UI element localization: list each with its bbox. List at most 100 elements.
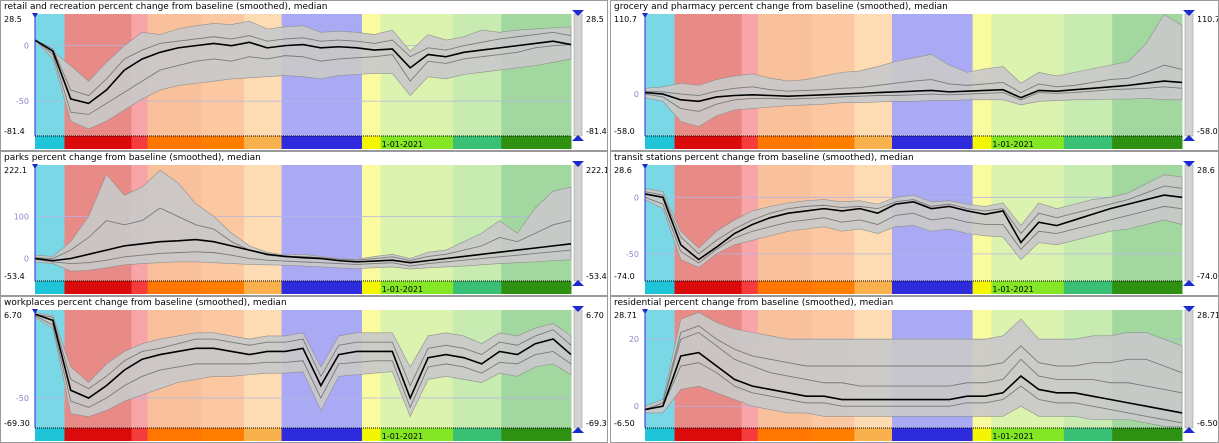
period-bar (854, 281, 893, 294)
median-line (644, 193, 1183, 261)
period-bar (201, 136, 245, 149)
y-max-label: 6.70 (4, 311, 22, 320)
period-bar (380, 281, 454, 294)
region-line (644, 331, 1183, 410)
period-bar (757, 281, 812, 294)
left-axis-marker (642, 309, 648, 314)
y-max-label: 222.1 (4, 166, 27, 175)
range-min-handle (572, 135, 584, 141)
range-slider-track (1184, 13, 1194, 137)
range-min-handle (1183, 280, 1195, 286)
y-min-label-right: -53.4 (586, 272, 607, 281)
range-slider-track (1184, 309, 1194, 429)
median-line (34, 238, 572, 264)
chart-svg-parks: 100 0 222.1 -53.4 222.1 -53.4 1-01-2021 (4, 161, 607, 294)
range-band (34, 312, 572, 418)
region-line (34, 31, 572, 97)
period-bar (361, 136, 382, 149)
period-bar (972, 136, 992, 149)
period-bar (972, 428, 992, 441)
range-max-handle (572, 306, 584, 312)
region-line (34, 207, 572, 262)
range-band (34, 169, 572, 272)
period-bar (64, 136, 132, 149)
range-slider-track (573, 309, 583, 429)
y-tick-label: 20 (629, 335, 639, 344)
period-bar (131, 281, 149, 294)
range-max-handle (1183, 161, 1195, 167)
period-bar (131, 136, 149, 149)
period-bar (147, 281, 202, 294)
left-axis-marker (642, 164, 648, 169)
y-min-label: -69.30 (4, 419, 30, 428)
period-bar (854, 428, 893, 441)
range-max-handle (1183, 10, 1195, 16)
range-slider-track (573, 164, 583, 282)
range-min-handle (1183, 427, 1195, 433)
y-tick-label: 100 (14, 212, 29, 221)
chart-panel-workplaces: workplaces percent change from baseline … (0, 296, 608, 443)
period-bar (361, 428, 382, 441)
y-tick-label: -50 (16, 97, 29, 106)
period-bar (991, 428, 1065, 441)
period-bar (674, 281, 743, 294)
period-bar (501, 136, 572, 149)
y-tick-label: 0 (634, 90, 639, 99)
date-label: 1-01-2021 (382, 285, 423, 294)
region-line (644, 325, 1183, 410)
period-bar (674, 136, 743, 149)
y-tick-label: -50 (626, 250, 639, 259)
range-min-handle (572, 427, 584, 433)
y-tick-label: 0 (634, 402, 639, 411)
range-band (644, 174, 1183, 268)
range-max-handle (572, 10, 584, 16)
panel-title: grocery and pharmacy percent change from… (614, 2, 948, 12)
y-min-label: -53.4 (4, 272, 25, 281)
period-bar (380, 136, 454, 149)
period-bar (281, 281, 363, 294)
chart-svg-retail: 0 -50 28.5 -81.4 28.5 -81.4 1-01-2021 (4, 10, 607, 149)
range-max-handle (572, 161, 584, 167)
period-bar (453, 281, 502, 294)
y-max-label: 28.71 (614, 311, 637, 320)
date-label: 1-01-2021 (992, 285, 1033, 294)
y-min-label: -81.4 (4, 127, 25, 136)
y-min-label: -74.0 (614, 272, 635, 281)
chart-panel-grocery: grocery and pharmacy percent change from… (610, 0, 1219, 151)
period-bar (35, 281, 65, 294)
y-max-label-right: 28.5 (586, 15, 604, 24)
y-tick-label: 0 (634, 193, 639, 202)
left-axis-marker (32, 164, 38, 169)
period-bar (757, 428, 812, 441)
period-bar (1112, 428, 1183, 441)
period-bar (811, 281, 855, 294)
y-min-label-right: -6.50 (1197, 419, 1218, 428)
y-max-label: 28.6 (614, 166, 632, 175)
period-band (361, 14, 382, 136)
y-min-label: -58.0 (614, 127, 635, 136)
region-line (644, 362, 1183, 424)
y-tick-label: 0 (24, 255, 29, 264)
chart-panel-residential: residential percent change from baseline… (610, 296, 1219, 443)
median-line (34, 39, 572, 105)
period-bar (131, 428, 149, 441)
y-max-label-right: 28.71 (1197, 311, 1218, 320)
period-bar (380, 428, 454, 441)
region-line (34, 39, 572, 115)
period-bar (991, 281, 1065, 294)
range-max-handle (1183, 306, 1195, 312)
region-line (644, 86, 1183, 112)
period-bar (741, 428, 759, 441)
period-bar (147, 428, 202, 441)
range-band (34, 20, 572, 130)
y-min-label-right: -74.0 (1197, 272, 1218, 281)
y-max-label: 28.5 (4, 15, 22, 24)
range-slider-track (1184, 164, 1194, 282)
y-min-label-right: -69.30 (586, 419, 607, 428)
y-max-label-right: 222.1 (586, 166, 607, 175)
panel-title: transit stations percent change from bas… (614, 153, 914, 163)
period-band (645, 14, 676, 136)
period-bar (1112, 281, 1183, 294)
median-line (644, 80, 1183, 103)
